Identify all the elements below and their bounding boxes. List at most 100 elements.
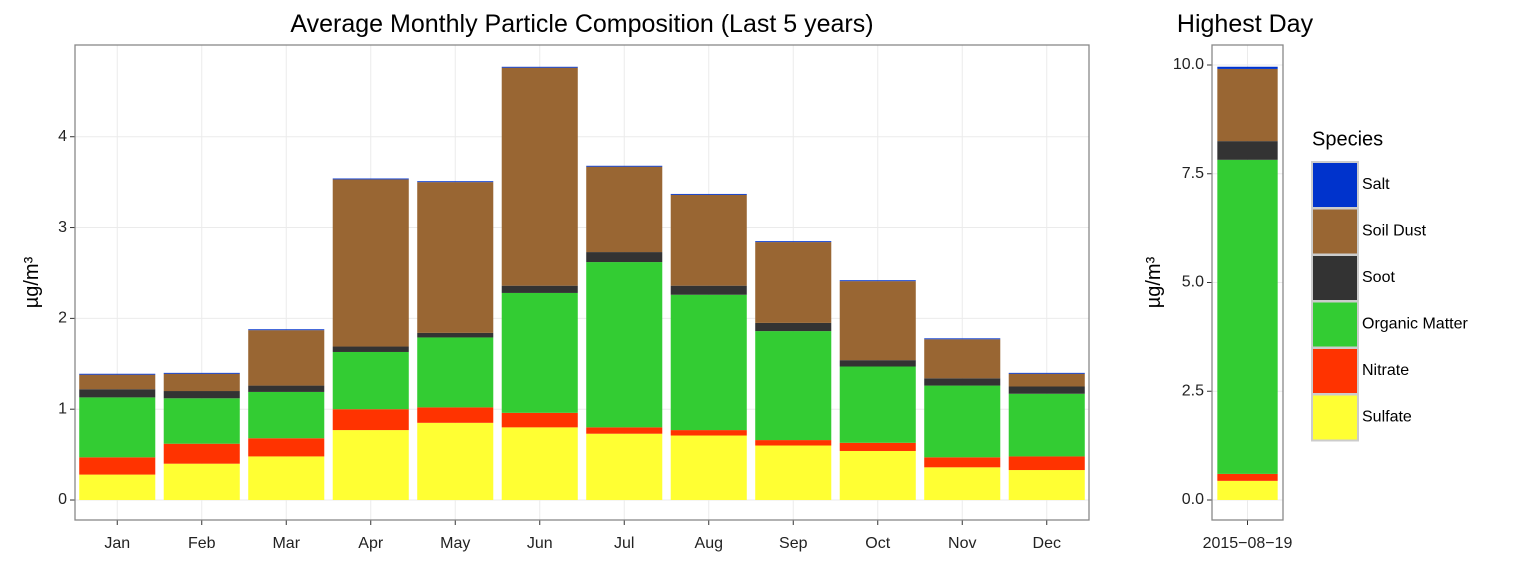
bar-segment <box>924 385 1001 458</box>
bar-segment <box>79 474 156 501</box>
legend-label: Soil Dust <box>1362 223 1427 240</box>
bar-segment <box>417 407 494 423</box>
bar-segment <box>163 372 240 374</box>
legend-swatch <box>1311 393 1359 442</box>
legend-swatch <box>1311 300 1359 349</box>
bar-segment <box>1217 159 1278 474</box>
bar-segment <box>755 445 832 501</box>
bar-segment <box>332 178 409 180</box>
plot-border <box>74 44 1090 521</box>
legend-swatch <box>1311 254 1359 302</box>
bar-segment <box>1008 470 1085 501</box>
x-tick-label: Nov <box>948 535 976 552</box>
bar-segment <box>670 294 747 431</box>
bar-segment <box>332 430 409 501</box>
bar-segment <box>839 281 916 361</box>
bar-segment <box>332 409 409 431</box>
bar-segment <box>924 467 1001 501</box>
y-tick-label: 5.0 <box>1182 274 1204 291</box>
legend-title: Species <box>1312 128 1383 150</box>
bar-segment <box>1217 66 1278 69</box>
bar-segment <box>839 450 916 501</box>
x-tick-label: Aug <box>695 535 723 552</box>
x-tick-label: Sep <box>779 535 808 552</box>
bar-segment <box>417 337 494 408</box>
bar-segment <box>586 427 663 434</box>
bar-segment <box>1008 373 1085 387</box>
bar-segment <box>163 398 240 444</box>
bar-segment <box>1217 141 1278 160</box>
bar-segment <box>501 66 578 68</box>
y-tick-label: 3 <box>58 219 67 236</box>
x-tick-label: Mar <box>272 535 300 552</box>
bar-segment <box>755 331 832 441</box>
bar-segment <box>839 366 916 443</box>
y-tick-label: 7.5 <box>1182 165 1204 182</box>
chart-title: Average Monthly Particle Composition (La… <box>290 10 873 38</box>
bar-segment <box>1008 456 1085 471</box>
bar-segment <box>670 430 747 436</box>
bar-segment <box>924 457 1001 468</box>
bar-segment <box>417 422 494 501</box>
bar-segment <box>1217 68 1278 142</box>
y-tick-label: 0 <box>58 491 67 508</box>
bar-segment <box>163 443 240 464</box>
bar-segment <box>1008 386 1085 394</box>
bar-segment <box>839 442 916 451</box>
legend-label: Organic Matter <box>1362 316 1468 333</box>
bar-segment <box>755 242 832 323</box>
legend-label: Sulfate <box>1362 409 1412 426</box>
bar-segment <box>586 252 663 263</box>
bar-segment <box>417 182 494 333</box>
y-tick-label: 10.0 <box>1173 56 1204 73</box>
bar-segment <box>839 280 916 282</box>
bar-segment <box>586 262 663 428</box>
bar-segment <box>670 435 747 501</box>
bar-segment <box>501 285 578 293</box>
y-tick-label: 1 <box>58 400 67 417</box>
legend-label: Salt <box>1362 176 1390 193</box>
bar-segment <box>755 322 832 332</box>
x-tick-label: 2015−08−19 <box>1203 535 1293 552</box>
bar-segment <box>79 397 156 458</box>
bar-segment <box>332 179 409 347</box>
y-axis-label: µg/m³ <box>21 256 43 308</box>
bar-segment <box>248 391 325 439</box>
bar-segment <box>163 463 240 501</box>
legend-swatch <box>1311 207 1359 256</box>
bar-segment <box>248 456 325 501</box>
bar-segment <box>501 292 578 413</box>
legend-swatch <box>1311 161 1359 209</box>
x-tick-label: Jan <box>104 535 130 552</box>
x-tick-label: May <box>440 535 470 552</box>
x-tick-label: Feb <box>188 535 216 552</box>
chart-title: Highest Day <box>1177 10 1314 38</box>
bar-segment <box>79 374 156 390</box>
bar-segment <box>79 457 156 475</box>
bar-segment <box>501 67 578 286</box>
y-tick-label: 4 <box>58 128 67 145</box>
bar-segment <box>1008 372 1085 374</box>
bar-segment <box>501 427 578 501</box>
x-tick-label: Jun <box>527 535 553 552</box>
x-tick-label: Dec <box>1033 535 1061 552</box>
bar-segment <box>924 338 1001 340</box>
bar-segment <box>79 373 156 375</box>
legend-label: Nitrate <box>1362 362 1409 379</box>
legend-swatch <box>1311 347 1359 395</box>
bar-segment <box>79 389 156 398</box>
bar-segment <box>332 346 409 352</box>
bar-segment <box>248 330 325 386</box>
y-axis-label: µg/m³ <box>1143 256 1165 308</box>
y-tick-label: 2.5 <box>1182 382 1204 399</box>
bar-segment <box>670 285 747 295</box>
bar-segment <box>670 194 747 286</box>
bar-segment <box>1008 393 1085 457</box>
x-tick-label: Jul <box>614 535 634 552</box>
bar-segment <box>417 332 494 338</box>
bar-segment <box>586 165 663 167</box>
bar-segment <box>248 329 325 331</box>
bar-segment <box>163 391 240 399</box>
bar-segment <box>670 193 747 195</box>
bar-segment <box>1217 473 1278 481</box>
